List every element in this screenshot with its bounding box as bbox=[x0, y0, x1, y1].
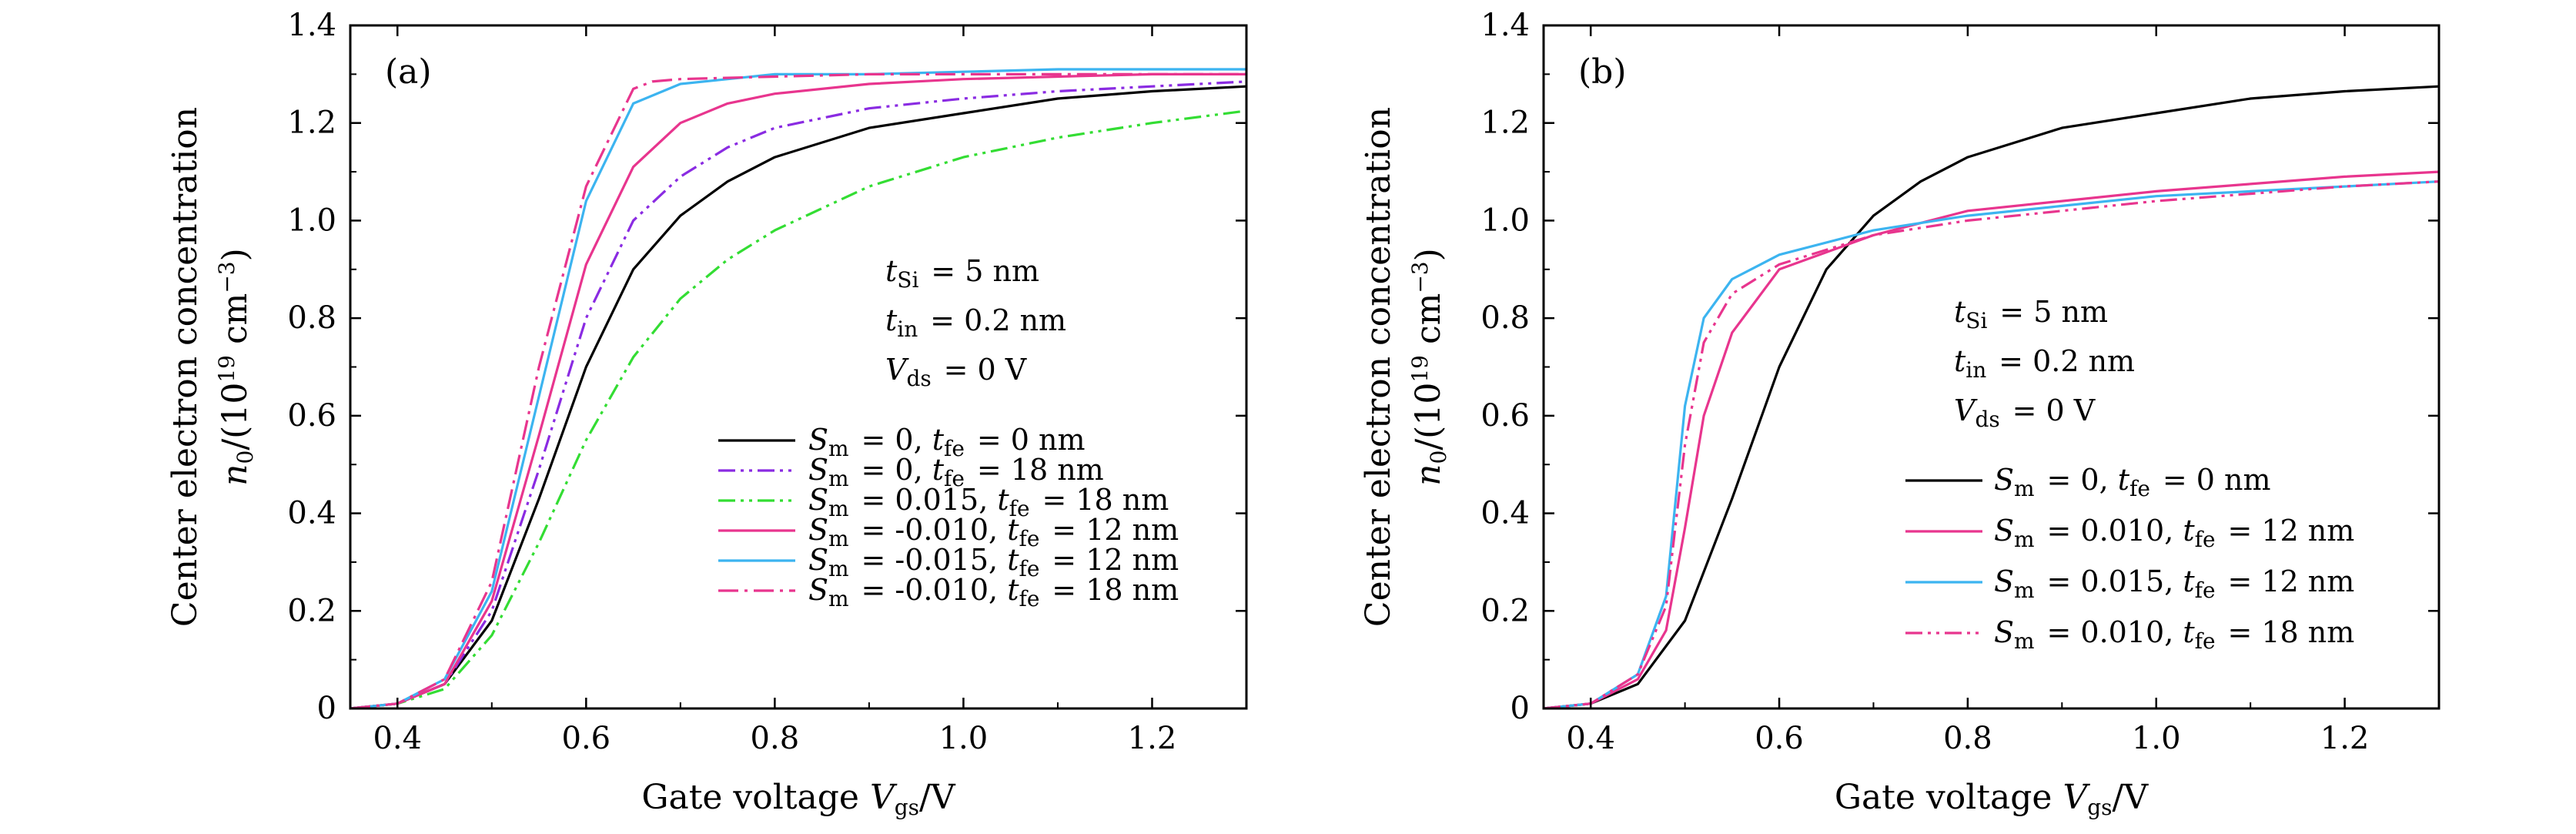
y-tick-label: 0.4 bbox=[1480, 496, 1530, 531]
series-line-2 bbox=[1544, 170, 2439, 708]
annotation-3: Vds = 0 V bbox=[885, 353, 1027, 391]
x-tick-label: 0.6 bbox=[1755, 721, 1804, 756]
y-tick-label: 1.0 bbox=[287, 203, 336, 238]
series-line-3 bbox=[1544, 180, 2439, 708]
series-line-1 bbox=[1544, 85, 2439, 708]
series-line-4 bbox=[1544, 180, 2439, 708]
y-tick-label: 0.2 bbox=[287, 593, 336, 628]
y-tick-label: 0.6 bbox=[1480, 398, 1530, 434]
x-tick-label: 0.8 bbox=[751, 721, 800, 756]
y-axis-label-line2: n0/(1019 cm−3) bbox=[214, 248, 258, 486]
y-tick-label: 0.8 bbox=[1480, 300, 1530, 336]
series-line-2 bbox=[350, 80, 1246, 708]
x-tick-label: 1.2 bbox=[1128, 721, 1177, 756]
legend-entry-4: Sm = -0.010, tfe = 12 nm bbox=[808, 513, 1179, 551]
chart-b: 0.4 0.6 0.8 1.0 1.2 0 0.2 0.4 0.6 0.8 1.0 1.2 1.4 (b)… bbox=[1359, 8, 2441, 820]
y-axis-label-line1: Center electron concentration bbox=[1359, 107, 1398, 627]
legend-entry-2: Sm = 0.010, tfe = 12 nm bbox=[1994, 514, 2354, 552]
legend-entry-5: Sm = -0.015, tfe = 12 nm bbox=[808, 543, 1179, 581]
legend-entry-6: Sm = -0.010, tfe = 18 nm bbox=[808, 573, 1179, 611]
x-tick-label: 1.0 bbox=[939, 721, 989, 756]
x-tick-label: 0.4 bbox=[1566, 721, 1615, 756]
annotation-1: tSi = 5 nm bbox=[1954, 295, 2108, 333]
y-tick-label: 0.6 bbox=[287, 398, 336, 434]
annotation-2: tin = 0.2 nm bbox=[885, 303, 1066, 342]
x-axis-label: Gate voltage Vgs/V bbox=[1835, 778, 2149, 820]
legend-entry-1: Sm = 0, tfe = 0 nm bbox=[808, 423, 1086, 461]
annotation-1: tSi = 5 nm bbox=[885, 254, 1039, 293]
y-tick-label: 1.2 bbox=[1480, 106, 1530, 141]
panel-label: (b) bbox=[1578, 52, 1627, 92]
series-line-3 bbox=[350, 109, 1246, 708]
y-tick-label: 1.4 bbox=[1480, 8, 1530, 43]
x-tick-label: 0.8 bbox=[1943, 721, 1992, 756]
x-tick-label: 1.2 bbox=[2320, 721, 2370, 756]
panel-label: (a) bbox=[385, 52, 432, 92]
series-line-4 bbox=[350, 72, 1246, 708]
legend-entry-2: Sm = 0, tfe = 18 nm bbox=[808, 453, 1104, 491]
x-tick-label: 1.0 bbox=[2132, 721, 2181, 756]
series-line-5 bbox=[350, 68, 1246, 708]
y-axis-label-line2: n0/(1019 cm−3) bbox=[1407, 248, 1451, 486]
legend-entry-3: Sm = 0.015, tfe = 18 nm bbox=[808, 483, 1169, 521]
y-tick-label: 0 bbox=[1510, 691, 1530, 726]
chart-a: 0.4 0.6 0.8 1.0 1.2 0 0.2 0.4 0.6 0.8 1.0 1.2 1.4 (a)… bbox=[166, 8, 1248, 820]
series-line-1 bbox=[350, 85, 1246, 708]
y-tick-label: 1.0 bbox=[1480, 203, 1530, 238]
series-layer bbox=[350, 68, 1246, 708]
annotation-3: Vds = 0 V bbox=[1954, 394, 2096, 432]
series-layer bbox=[1544, 85, 2439, 708]
y-tick-label: 1.4 bbox=[287, 8, 336, 43]
series-line-6 bbox=[350, 72, 1246, 708]
y-tick-label: 0.2 bbox=[1480, 593, 1530, 628]
x-tick-label: 0.4 bbox=[373, 721, 422, 756]
y-tick-label: 0.8 bbox=[287, 300, 336, 336]
x-axis-label: Gate voltage Vgs/V bbox=[641, 778, 956, 820]
annotation-2: tin = 0.2 nm bbox=[1954, 344, 2135, 383]
y-tick-label: 0.4 bbox=[287, 496, 336, 531]
y-tick-label: 1.2 bbox=[287, 106, 336, 141]
x-tick-label: 0.6 bbox=[562, 721, 611, 756]
y-tick-label: 0 bbox=[317, 691, 336, 726]
legend-entry-1: Sm = 0, tfe = 0 nm bbox=[1994, 463, 2271, 501]
legend-entry-4: Sm = 0.010, tfe = 18 nm bbox=[1994, 615, 2354, 654]
y-axis-label-line1: Center electron concentration bbox=[166, 107, 205, 627]
legend-entry-3: Sm = 0.015, tfe = 12 nm bbox=[1994, 564, 2354, 603]
